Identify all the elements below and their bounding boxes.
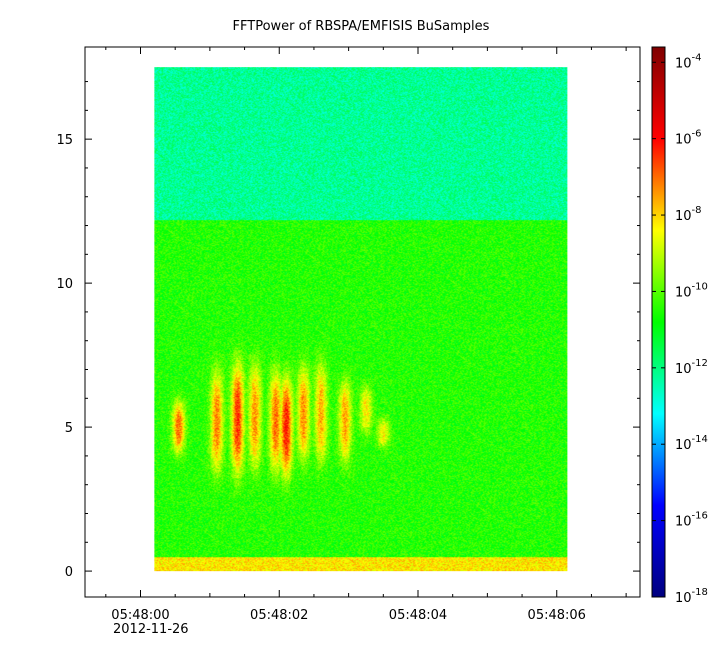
x-date-label: 2012-11-26 bbox=[113, 622, 189, 637]
x-tick-label: 05:48:00 bbox=[111, 608, 169, 623]
colorbar-tick-label: 10-6 bbox=[675, 129, 702, 148]
colorbar-tick-label: 10-10 bbox=[675, 281, 708, 300]
colorbar: 10-4 10-6 10-8 10-10 10-12 10-14 10-16 10-18 bbox=[651, 46, 708, 606]
y-tick-label: 10 bbox=[56, 277, 73, 292]
y-tick-label: 0 bbox=[65, 565, 73, 580]
spectrogram-raster bbox=[154, 67, 568, 572]
colorbar-tick-label: 10-8 bbox=[675, 205, 702, 224]
spectrogram-image bbox=[154, 67, 568, 572]
x-tick-label: 05:48:06 bbox=[528, 608, 586, 623]
x-axis: 05:48:00 05:48:02 05:48:04 05:48:06 bbox=[105, 47, 627, 623]
colorbar-tick-label: 10-16 bbox=[675, 511, 708, 530]
colorbar-tick-label: 10-14 bbox=[675, 434, 708, 453]
colorbar-tick-label: 10-18 bbox=[675, 587, 708, 606]
y-tick-label: 15 bbox=[56, 133, 73, 148]
y-axis: 0 5 10 15 bbox=[56, 81, 640, 580]
x-tick-label: 05:48:04 bbox=[389, 608, 447, 623]
plot-frame bbox=[84, 46, 641, 598]
colorbar-ticks: 10-4 10-6 10-8 10-10 10-12 10-14 10-16 10-18 bbox=[652, 52, 708, 606]
colorbar-gradient bbox=[651, 46, 666, 598]
x-tick-label: 05:48:02 bbox=[250, 608, 308, 623]
chart-title: FFTPower of RBSPA/EMFISIS BuSamples bbox=[233, 19, 490, 34]
colorbar-tick-label: 10-4 bbox=[675, 52, 702, 71]
y-tick-label: 5 bbox=[65, 421, 73, 436]
colorbar-tick-label: 10-12 bbox=[675, 358, 708, 377]
